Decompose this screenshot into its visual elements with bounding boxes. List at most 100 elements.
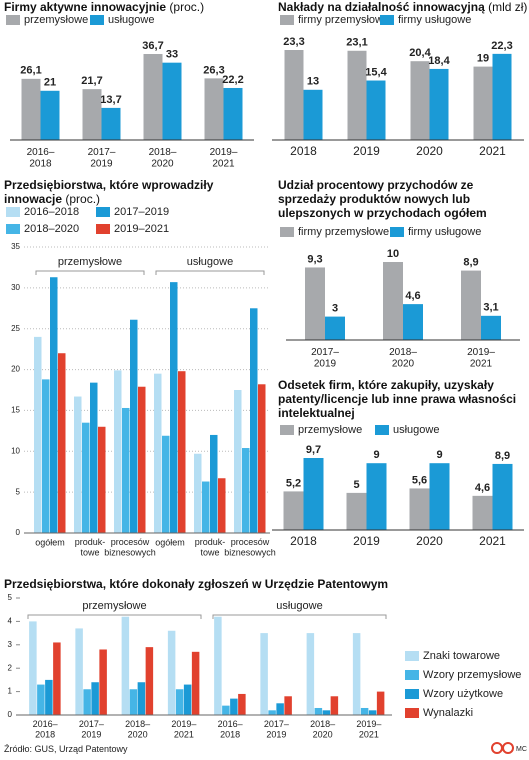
text-line: 2019: [314, 358, 337, 369]
bar: [352, 633, 361, 715]
value-label: 26,1: [20, 65, 41, 77]
value-label: 5: [353, 479, 359, 491]
x-tick-label: 2017– 2019: [79, 719, 104, 739]
legend-label: usługowe: [393, 424, 439, 436]
legend-label: firmy przemysłowe: [298, 226, 389, 238]
bar: [183, 684, 192, 715]
value-label: 4,6: [405, 290, 420, 302]
bar: [83, 689, 91, 715]
bar: [223, 87, 243, 140]
value-label: 9: [373, 449, 379, 461]
text-line: 2019: [90, 158, 113, 169]
bar: [204, 78, 224, 140]
y-tick-label: 1: [8, 687, 13, 696]
value-label: 9: [436, 449, 442, 461]
text-line: 2017–: [311, 347, 339, 358]
bar: [360, 707, 369, 715]
value-label: 9,3: [307, 253, 322, 265]
x-tick-label: 2019– 2021: [467, 347, 495, 370]
x-tick-label: 2018– 2020: [149, 147, 177, 170]
bar: [284, 50, 304, 140]
legend-label: Znaki towarowe: [423, 650, 500, 662]
legend-swatch: [6, 207, 20, 217]
text-line: 2017–: [88, 147, 116, 158]
bar: [376, 691, 385, 715]
bar: [403, 304, 423, 340]
bar: [366, 463, 387, 530]
x-tick-label: 2021: [479, 144, 506, 158]
value-label: 23,1: [346, 37, 367, 49]
bar: [101, 107, 121, 140]
title-text: Przedsiębiorstwa, które wprowadziły inno…: [4, 178, 214, 206]
text-line: 2018: [220, 730, 240, 740]
legend-swatch: [405, 670, 419, 680]
x-tick-label: 2017– 2019: [264, 719, 289, 739]
bar: [145, 647, 154, 715]
text-line: 2019–: [356, 719, 381, 729]
legend-swatch: [6, 224, 20, 234]
x-tick-label: 2019– 2021: [171, 719, 196, 739]
text-line: 2018: [29, 158, 52, 169]
group-label: usługowe: [187, 256, 233, 268]
legend-label: 2019–2021: [114, 223, 169, 235]
bar: [284, 696, 292, 715]
text-line: 2019: [81, 730, 101, 740]
title-text: Przedsiębiorstwa, które dokonały zgłosze…: [4, 577, 389, 591]
value-label: 22,3: [491, 40, 512, 52]
value-label: 9,7: [306, 444, 321, 456]
logo-ring: [502, 742, 514, 754]
text-line: 2016–: [33, 719, 58, 729]
bar: [383, 262, 403, 340]
value-label: 18,4: [428, 55, 450, 67]
legend-swatch: [405, 708, 419, 718]
bar: [238, 693, 246, 715]
title-text: Odsetek firm, które zakupiły, uzyskały p…: [278, 378, 517, 420]
legend-swatch: [96, 224, 110, 234]
bar: [461, 270, 481, 340]
bar: [194, 453, 202, 533]
value-label: 5,2: [286, 477, 301, 489]
bar: [58, 353, 66, 533]
bar: [75, 628, 83, 715]
bar: [129, 689, 138, 715]
legend-swatch: [405, 651, 419, 661]
y-tick-label: 25: [11, 324, 20, 333]
legend-swatch: [375, 425, 389, 435]
x-tick-label: 2020: [416, 534, 443, 548]
bar: [322, 710, 331, 715]
bar: [21, 78, 41, 140]
bar: [45, 679, 53, 715]
y-tick-label: 2: [8, 663, 13, 672]
title-text: Firmy aktywne innowacyjnie: [4, 0, 167, 14]
x-tick-label: 2017– 2019: [311, 347, 339, 370]
bar: [98, 426, 106, 533]
source: Źródło: GUS, Urząd Patentowy: [4, 744, 128, 754]
text-line: 2019–: [171, 719, 196, 729]
bar: [40, 90, 60, 140]
bar: [303, 458, 324, 530]
bar: [276, 703, 284, 715]
legend-label: usługowe: [108, 14, 154, 26]
bar: [472, 495, 493, 530]
bar: [260, 633, 268, 715]
x-tick-label: 2018: [290, 534, 317, 548]
group-bracket: [35, 270, 145, 275]
bar: [325, 316, 345, 340]
value-label: 3,1: [483, 302, 498, 314]
text-line: 2020: [392, 358, 415, 369]
x-tick-label: 2018: [290, 144, 317, 158]
value-label: 19: [477, 53, 489, 65]
x-tick-label: 2018– 2020: [389, 347, 417, 370]
text-line: biznesowych: [104, 548, 156, 558]
bar: [473, 66, 493, 140]
bar: [429, 463, 450, 530]
legend-label: firmy usługowe: [398, 14, 471, 26]
x-tick-label: produk-towe: [75, 537, 106, 557]
text-line: towe: [200, 548, 219, 558]
chart-title: Nakłady na działalność innowacyjną (mld …: [278, 0, 528, 14]
text-line: 2018–: [125, 719, 150, 729]
group-bracket: [27, 614, 202, 619]
legend-swatch: [280, 15, 294, 25]
bar: [82, 422, 90, 533]
